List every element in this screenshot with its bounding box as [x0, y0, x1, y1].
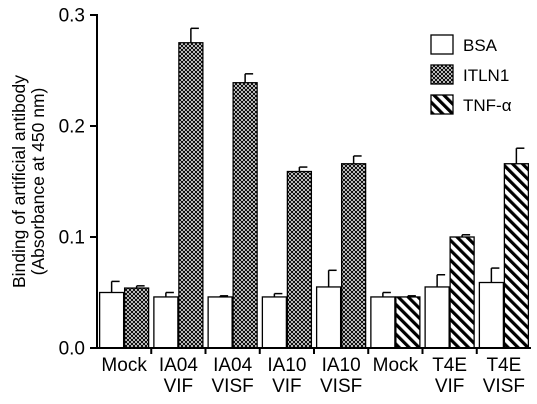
axes [96, 14, 531, 349]
legend: BSA ITLN1 TNF-α [430, 34, 512, 115]
x-category-label: T4E [486, 355, 521, 376]
bar-itln1 [123, 287, 150, 349]
y-tick-label: 0.3 [59, 6, 85, 27]
y-axis-title: Binding of artificial antibody (Absorbanc… [9, 75, 48, 288]
x-category-label: IA10 [322, 355, 361, 376]
bar-bsa [424, 286, 450, 349]
x-category-label: VIF [164, 376, 194, 397]
bar-bsa [315, 286, 342, 349]
y-tick-label: 0.1 [59, 228, 85, 249]
bar-tnf [503, 163, 530, 349]
x-category-label: IA04 [213, 355, 253, 376]
x-category-label: Mock [373, 355, 419, 376]
x-category-label: VISF [320, 376, 362, 397]
bar-tnf [449, 236, 475, 349]
x-category-label: VIF [435, 376, 465, 397]
legend-swatch-itln1 [430, 64, 454, 85]
legend-label-itln1: ITLN1 [463, 66, 509, 85]
y-tick-label: 0.0 [59, 339, 85, 360]
bar-itln1 [340, 163, 367, 349]
x-category-label: VIF [272, 376, 302, 397]
legend-swatch-tnf [430, 94, 454, 115]
bar-bsa [153, 296, 179, 349]
bar-bsa [98, 291, 125, 349]
bar-bsa [370, 296, 396, 349]
x-category-label: VISF [483, 376, 525, 397]
legend-label-tnf: TNF-α [463, 96, 512, 115]
legend-swatch-bsa [430, 34, 454, 55]
y-axis-title-line: Binding of artificial antibody [9, 75, 29, 288]
x-category-label: T4E [432, 355, 467, 376]
bar-itln1 [286, 170, 313, 349]
x-category-label: Mock [101, 355, 147, 376]
bar-bsa [207, 296, 233, 349]
bar-itln1 [178, 42, 204, 349]
y-axis-ticks: 0.0 0.1 0.2 0.3 [59, 6, 97, 360]
legend-label-bsa: BSA [463, 36, 498, 55]
x-category-label: IA10 [267, 355, 306, 376]
bar-bsa [261, 296, 288, 349]
bar-itln1 [232, 82, 258, 349]
y-tick-label: 0.2 [59, 117, 85, 138]
bar-tnf [395, 296, 421, 349]
y-axis-title-line: (Absorbance at 450 nm) [28, 88, 48, 276]
x-category-label: VISF [212, 376, 254, 397]
x-category-label: IA04 [159, 355, 199, 376]
bar-bsa [478, 281, 505, 349]
